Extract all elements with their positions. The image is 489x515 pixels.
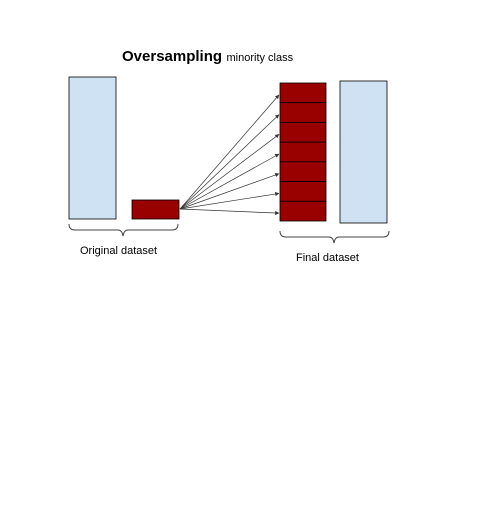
final-majority-block — [339, 80, 388, 224]
oversampling-arrows — [179, 94, 280, 216]
minority-copy-block — [279, 141, 327, 163]
original-majority-block — [68, 76, 117, 220]
final-dataset-brace — [279, 230, 390, 244]
copy-arrow — [179, 173, 280, 210]
original-dataset-brace — [68, 223, 179, 237]
original-minority-block — [131, 199, 180, 220]
original-dataset-label: Original dataset — [80, 245, 158, 257]
copy-arrow — [179, 134, 280, 210]
minority-copy-block — [279, 102, 327, 123]
final-dataset-label: Final dataset — [296, 252, 359, 264]
copy-arrow — [179, 94, 280, 210]
minority-copies-stack — [279, 82, 327, 222]
minority-copy-block — [279, 200, 327, 222]
copy-arrow — [179, 114, 280, 210]
title-main: Oversampling — [122, 48, 223, 65]
copy-arrow — [179, 153, 280, 210]
copy-arrow — [179, 191, 280, 210]
diagram-title: Oversampling minority class — [122, 48, 293, 66]
title-subtitle: minority class — [226, 52, 294, 64]
minority-copy-block — [279, 161, 327, 182]
minority-copy-block — [279, 82, 327, 104]
copy-arrow — [179, 208, 280, 216]
minority-copy-block — [279, 122, 327, 143]
minority-copy-block — [279, 181, 327, 202]
